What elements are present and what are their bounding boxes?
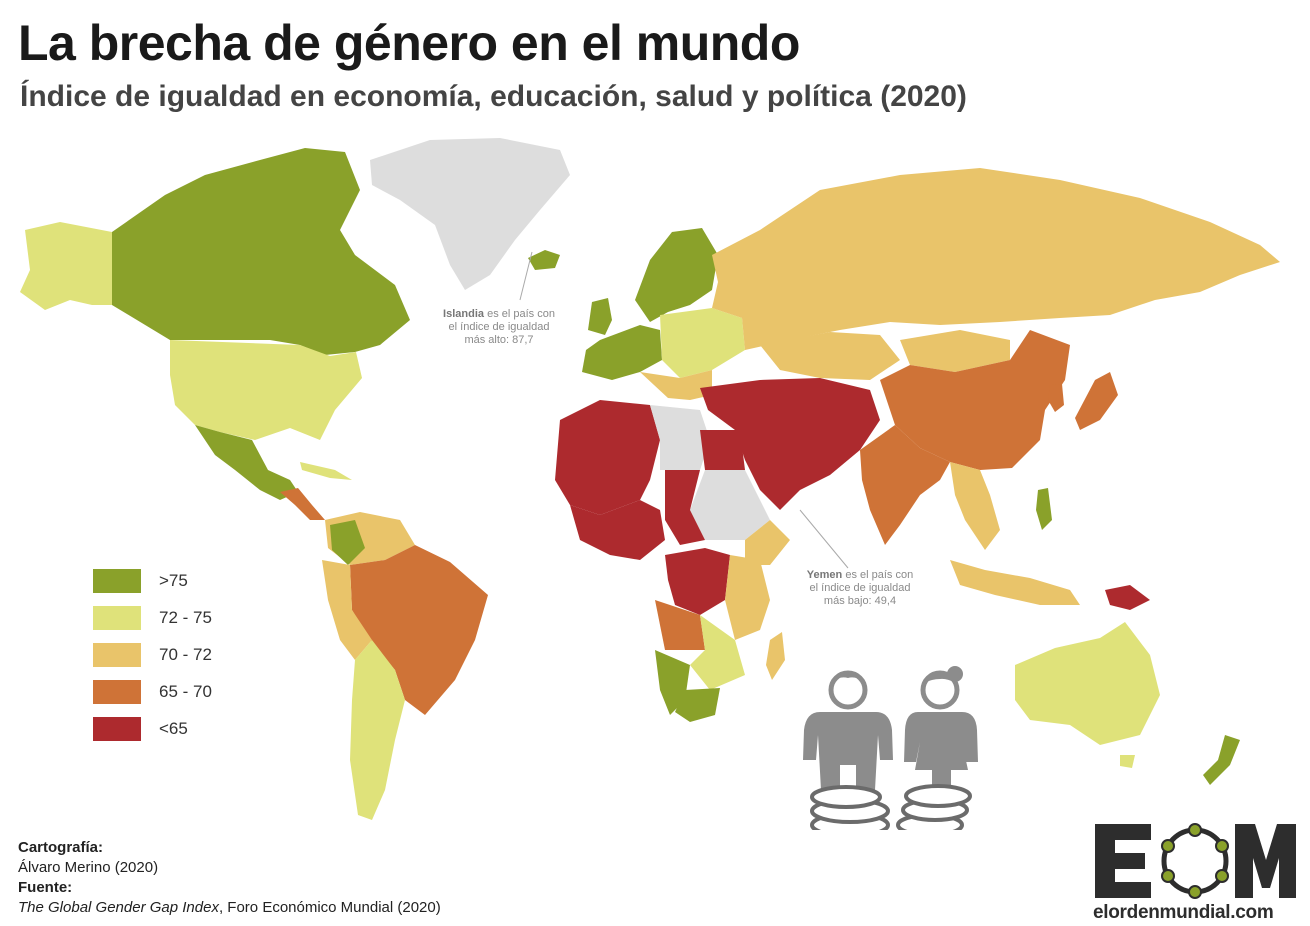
yemen-annotation: Yemen es el país con el índice de iguald…	[785, 569, 935, 608]
tasmania	[1120, 755, 1135, 768]
alaska	[20, 222, 112, 310]
yemen-annotation-name: Yemen	[806, 569, 843, 581]
legend-item: 70 - 72	[93, 642, 212, 668]
legend-swatch	[93, 643, 141, 667]
map-legend: >75 72 - 75 70 - 72 65 - 70 <65	[93, 568, 212, 753]
ethiopia	[745, 520, 790, 565]
legend-item: >75	[93, 568, 212, 594]
eom-logo: elordenmundial.com	[1093, 822, 1298, 924]
usa	[170, 340, 362, 440]
legend-label: >75	[159, 571, 188, 590]
man-coin-stack-icon	[810, 785, 890, 830]
caribbean-islands	[300, 462, 352, 480]
legend-swatch	[93, 569, 141, 593]
iceland-annotation-line2: el índice de igualdad	[448, 321, 550, 333]
greenland	[370, 138, 570, 290]
legend-label: 72 - 75	[159, 608, 212, 627]
turkey-middle-east	[700, 378, 880, 510]
british-isles	[588, 298, 612, 335]
source-title: The Global Gender Gap Index	[18, 899, 219, 916]
russia	[712, 168, 1280, 350]
chad	[665, 470, 705, 545]
central-asia	[760, 332, 900, 380]
iceland-annotation: Islandia es el país con el índice de igu…	[424, 308, 574, 347]
world-map	[20, 138, 1280, 830]
yemen-annotation-line3: más bajo: 49,4	[823, 595, 897, 607]
map-subtitle: Índice de igualdad en economía, educació…	[20, 80, 967, 113]
north-africa-west	[555, 400, 660, 515]
new-zealand	[1203, 735, 1240, 785]
brazil	[350, 545, 488, 715]
yemen-annotation-line1: es el país con	[845, 569, 914, 581]
libya	[650, 405, 710, 470]
angola-zambia	[655, 600, 705, 650]
philippines	[1036, 488, 1052, 530]
central-america	[280, 488, 325, 520]
west-africa	[570, 500, 665, 560]
man-figure-icon	[803, 670, 893, 790]
iceland-annotation-line1: es el país con	[487, 308, 555, 320]
map-title: La brecha de género en el mundo	[18, 15, 800, 71]
east-africa	[725, 555, 770, 640]
iceland-leader-line	[519, 251, 533, 301]
credits: Cartografía: Álvaro Merino (2020) Fuente…	[18, 838, 441, 918]
legend-label: 70 - 72	[159, 645, 212, 664]
iceland-annotation-name: Islandia	[443, 308, 485, 320]
legend-swatch	[93, 717, 141, 741]
colombia	[330, 520, 365, 565]
mexico	[195, 425, 298, 500]
woman-coin-stack-icon	[896, 784, 972, 830]
mongolia	[900, 330, 1010, 372]
source-value: The Global Gender Gap Index, Foro Económ…	[18, 898, 441, 918]
india	[860, 425, 950, 545]
andes-countries	[322, 560, 372, 660]
cartography-value: Álvaro Merino (2020)	[18, 859, 159, 876]
yemen-leader-line	[799, 509, 849, 569]
nordic-countries	[635, 228, 718, 322]
iceland-annotation-line3: más alto: 87,7	[464, 334, 534, 346]
legend-item: <65	[93, 716, 212, 742]
legend-item: 72 - 75	[93, 605, 212, 631]
iceland	[528, 250, 560, 270]
southeast-asia	[950, 462, 1000, 550]
central-africa	[665, 548, 730, 615]
southern-europe	[640, 370, 712, 400]
madagascar	[766, 632, 785, 680]
papua-new-guinea	[1105, 585, 1150, 610]
cartography-label: Cartografía:	[18, 839, 104, 856]
source-rest: , Foro Económico Mundial (2020)	[218, 899, 441, 916]
legend-label: <65	[159, 719, 188, 738]
woman-figure-icon	[904, 666, 978, 798]
legend-label: 65 - 70	[159, 682, 212, 701]
central-eastern-europe	[660, 308, 745, 378]
legend-swatch	[93, 606, 141, 630]
south-africa	[675, 688, 720, 722]
southern-africa-central	[690, 615, 745, 690]
indonesia	[950, 560, 1080, 605]
china	[880, 330, 1070, 470]
japan	[1075, 372, 1118, 430]
southern-cone	[350, 640, 405, 820]
yemen-annotation-line2: el índice de igualdad	[809, 582, 911, 594]
eom-logo-mark	[1095, 823, 1296, 899]
sudan-horn	[690, 470, 770, 540]
legend-item: 65 - 70	[93, 679, 212, 705]
australia	[1015, 622, 1160, 745]
legend-swatch	[93, 680, 141, 704]
canada	[112, 148, 410, 355]
western-europe	[582, 325, 662, 380]
egypt	[700, 430, 745, 470]
source-label: Fuente:	[18, 879, 73, 896]
korea	[1048, 384, 1064, 412]
logo-url: elordenmundial.com	[1093, 902, 1274, 923]
